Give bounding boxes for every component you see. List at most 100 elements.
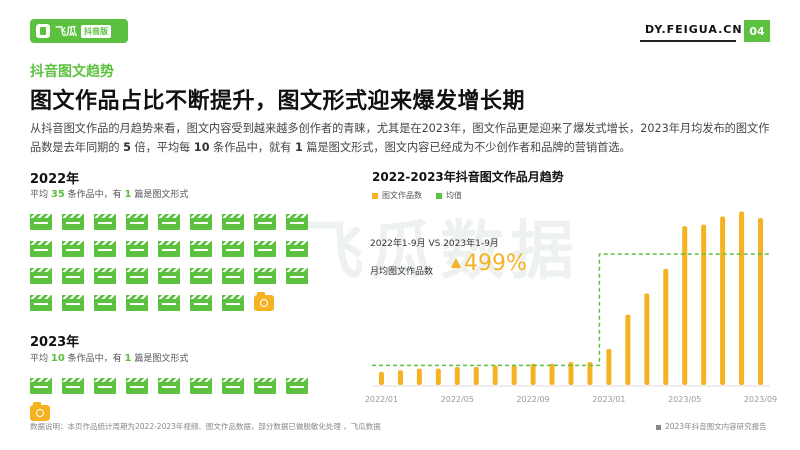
clapperboard-icon: [30, 268, 52, 284]
clapperboard-icon: [30, 214, 52, 230]
year-2022-video-post: [190, 295, 212, 311]
footer-source-text: 2023年抖音图文内容研究报告: [665, 422, 767, 431]
year-2023-ones: 1: [124, 353, 132, 364]
year-2022-video-post: [30, 214, 52, 230]
camera-icon: [30, 402, 50, 421]
clapperboard-icon: [190, 241, 212, 257]
year-2022-video-post: [222, 214, 244, 230]
legend-label-bars: 图文作品数: [382, 191, 422, 200]
x-tick-label: 2022/01: [365, 395, 398, 404]
year-2022-video-post: [158, 295, 180, 311]
year-2022-video-post: [190, 268, 212, 284]
year-2022-video-post: [62, 214, 84, 230]
clapperboard-icon: [190, 295, 212, 311]
year-2023-video-post: [94, 378, 116, 394]
year-2023-video-post: [62, 378, 84, 394]
year-2022-icon-grid: [30, 214, 308, 311]
year-2022-video-post: [286, 241, 308, 257]
bar-2022/12: [587, 362, 593, 385]
bar-2023/04: [663, 268, 669, 385]
clapperboard-icon: [94, 214, 116, 230]
year-2023-icon-grid: [30, 378, 308, 421]
clapperboard-icon: [222, 295, 244, 311]
page-number: 04: [744, 20, 770, 42]
year-2022-ones: 1: [124, 189, 132, 200]
bar-2023/05: [682, 226, 688, 385]
bar-2023/07: [720, 216, 726, 385]
year-2022-video-post: [222, 295, 244, 311]
logo-tag: 抖音版: [81, 24, 111, 38]
year-2023-video-post: [222, 378, 244, 394]
year-2022-video-post: [126, 214, 148, 230]
clapperboard-icon: [126, 241, 148, 257]
clapperboard-icon: [286, 378, 308, 394]
year-2022-video-post: [254, 214, 276, 230]
bar-2022/11: [568, 362, 574, 385]
bar-2022/06: [473, 367, 479, 385]
clapperboard-icon: [286, 268, 308, 284]
year-2022-video-post: [30, 295, 52, 311]
desc-text-4: 篇是图文形式，图文内容已经成为不少创作者和品牌的营销首选。: [302, 141, 631, 154]
bar-2022/05: [454, 367, 460, 385]
clapperboard-icon: [126, 268, 148, 284]
legend-swatch-orange: [372, 192, 378, 199]
bar-2022/04: [435, 368, 441, 385]
chart-title: 2022-2023年抖音图文作品月趋势: [372, 170, 564, 184]
year-2022-video-post: [126, 241, 148, 257]
clapperboard-icon: [254, 241, 276, 257]
clapperboard-icon: [158, 241, 180, 257]
clapperboard-icon: [62, 241, 84, 257]
year-2022-sub-b: 条作品中，有: [64, 190, 125, 200]
clapperboard-icon: [30, 295, 52, 311]
year-2022-video-post: [126, 295, 148, 311]
legend-item-mean: 均值: [436, 190, 462, 201]
clapperboard-icon: [62, 378, 84, 394]
year-2023-title: 2023年: [30, 335, 80, 350]
desc-num-3: 1: [294, 141, 303, 154]
x-tick-label: 2023/01: [592, 395, 625, 404]
bar-2022/02: [397, 370, 403, 385]
clapperboard-icon: [158, 268, 180, 284]
year-2023-video-post: [126, 378, 148, 394]
year-2022-video-post: [286, 268, 308, 284]
annotation-period: 2022年1-9月 VS 2023年1-9月: [370, 239, 499, 249]
desc-text-1: 从抖音图文作品的月趋势来看，图文内容受到越来越多创作者的青睐，尤其是在2023年…: [30, 122, 770, 154]
year-2023-video-post: [30, 378, 52, 394]
clapperboard-icon: [126, 378, 148, 394]
year-2023-sub-c: 篇是图文形式: [131, 354, 189, 364]
desc-text-2: 倍，平均每: [130, 141, 194, 154]
footer-source: 2023年抖音图文内容研究报告: [656, 421, 767, 432]
bar-2023/02: [625, 314, 631, 385]
year-2023-video-post: [254, 378, 276, 394]
legend-item-bars: 图文作品数: [372, 190, 422, 201]
clapperboard-icon: [254, 214, 276, 230]
clapperboard-icon: [126, 295, 148, 311]
year-2023-image-post: [30, 402, 52, 421]
bar-2022/07: [492, 365, 498, 385]
bar-2023/09: [758, 218, 764, 385]
clapperboard-icon: [158, 295, 180, 311]
brand-logo: 飞瓜 抖音版: [30, 19, 128, 43]
chart-legend: 图文作品数 均值: [372, 190, 476, 201]
x-tick-label: 2023/09: [744, 395, 777, 404]
footnote: 数据说明：本页作品统计周期为2022-2023年视频、图文作品数据，部分数据已做…: [30, 422, 381, 431]
clapperboard-icon: [254, 378, 276, 394]
clapperboard-icon: [158, 214, 180, 230]
clapperboard-icon: [126, 214, 148, 230]
year-2022-video-post: [62, 268, 84, 284]
site-url[interactable]: DY.FEIGUA.CN: [645, 23, 743, 36]
x-tick-label: 2023/05: [668, 395, 701, 404]
clapperboard-icon: [254, 268, 276, 284]
clapperboard-icon: [30, 241, 52, 257]
year-2022-image-post: [254, 292, 276, 311]
bar-2023/03: [644, 293, 650, 385]
page-title: 图文作品占比不断提升，图文形式迎来爆发增长期: [30, 89, 526, 114]
year-2022-video-post: [222, 241, 244, 257]
clapperboard-icon: [62, 295, 84, 311]
year-2023-subtitle: 平均 10 条作品中，有 1 篇是图文形式: [30, 351, 188, 364]
year-2022-video-post: [158, 241, 180, 257]
clapperboard-icon: [190, 378, 212, 394]
year-2023-count: 10: [50, 353, 65, 364]
x-tick-label: 2022/09: [516, 395, 549, 404]
year-2022-video-post: [94, 241, 116, 257]
